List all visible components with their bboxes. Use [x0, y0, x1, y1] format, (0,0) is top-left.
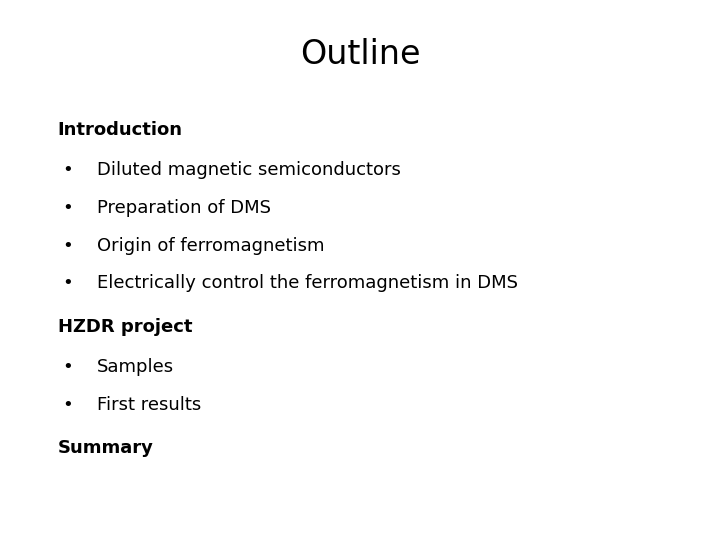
- Text: •: •: [63, 358, 73, 376]
- Text: •: •: [63, 237, 73, 255]
- Text: Outline: Outline: [300, 38, 420, 71]
- Text: Diluted magnetic semiconductors: Diluted magnetic semiconductors: [97, 161, 401, 179]
- Text: Samples: Samples: [97, 358, 174, 376]
- Text: •: •: [63, 396, 73, 414]
- Text: •: •: [63, 161, 73, 179]
- Text: First results: First results: [97, 396, 202, 414]
- Text: Introduction: Introduction: [58, 120, 183, 139]
- Text: Origin of ferromagnetism: Origin of ferromagnetism: [97, 237, 325, 255]
- Text: •: •: [63, 274, 73, 293]
- Text: Preparation of DMS: Preparation of DMS: [97, 199, 271, 217]
- Text: HZDR project: HZDR project: [58, 318, 192, 336]
- Text: •: •: [63, 199, 73, 217]
- Text: Electrically control the ferromagnetism in DMS: Electrically control the ferromagnetism …: [97, 274, 518, 293]
- Text: Summary: Summary: [58, 439, 153, 457]
